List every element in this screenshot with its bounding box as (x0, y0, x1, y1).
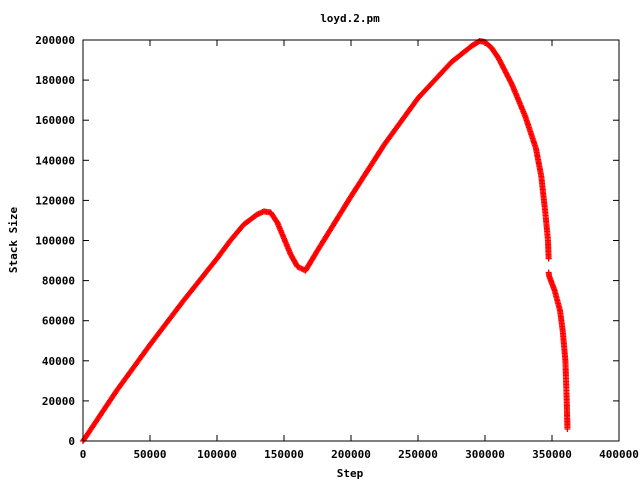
x-tick-label: 200000 (331, 448, 371, 461)
data-series (80, 38, 571, 444)
y-tick-label: 20000 (42, 395, 75, 408)
x-tick-label: 100000 (197, 448, 237, 461)
y-tick-label: 140000 (35, 154, 75, 167)
x-tick-label: 50000 (133, 448, 166, 461)
y-tick-label: 180000 (35, 74, 75, 87)
y-tick-label: 40000 (42, 355, 75, 368)
x-tick-label: 150000 (264, 448, 304, 461)
chart-title: loyd.2.pm (320, 12, 380, 25)
x-tick-label: 400000 (599, 448, 639, 461)
y-tick-label: 80000 (42, 275, 75, 288)
y-tick-labels: 0 20000 40000 60000 80000 100000 120000 140000 1… (35, 34, 75, 448)
data-point (545, 255, 552, 262)
axis-ticks (82, 39, 620, 442)
y-tick-label: 0 (68, 435, 75, 448)
y-tick-label: 100000 (35, 235, 75, 248)
data-point (295, 264, 302, 271)
x-tick-label: 300000 (465, 448, 505, 461)
y-tick-label: 60000 (42, 315, 75, 328)
y-axis-label: Stack Size (7, 207, 20, 274)
plot-frame (82, 39, 620, 442)
y-tick-label: 160000 (35, 114, 75, 127)
data-point (298, 265, 305, 272)
x-tick-label: 0 (80, 448, 87, 461)
x-tick-label: 250000 (398, 448, 438, 461)
x-tick-label: 350000 (532, 448, 572, 461)
y-tick-label: 120000 (35, 194, 75, 207)
x-axis-label: Step (337, 467, 364, 480)
x-tick-labels: 0 50000 100000 150000 200000 250000 300000 3500… (80, 448, 639, 461)
data-point (564, 416, 571, 423)
data-point (294, 263, 301, 270)
data-point (297, 264, 304, 271)
y-tick-label: 200000 (35, 34, 75, 47)
